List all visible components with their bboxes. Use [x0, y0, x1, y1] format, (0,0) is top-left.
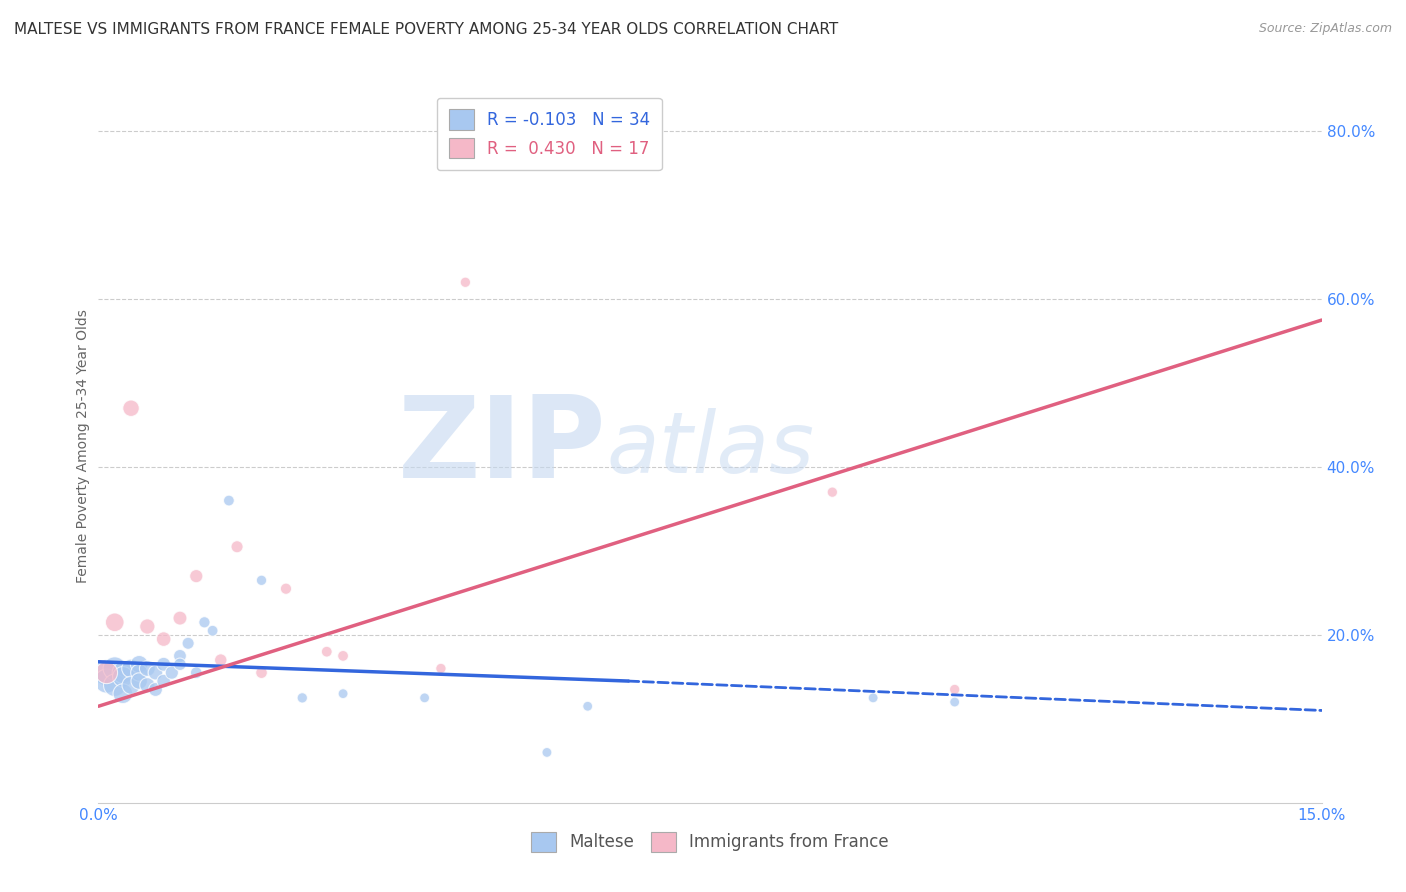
Point: [145, 665, 167, 680]
Point: [218, 493, 240, 508]
Point: [152, 632, 174, 646]
Point: [169, 648, 191, 663]
Point: [111, 687, 134, 701]
Point: [250, 574, 273, 588]
Point: [250, 665, 273, 680]
Text: ZIP: ZIP: [398, 391, 606, 501]
Point: [430, 661, 453, 675]
Point: [576, 699, 599, 714]
Point: [291, 690, 314, 705]
Point: [169, 611, 191, 625]
Point: [96, 674, 118, 689]
Point: [120, 661, 142, 675]
Point: [128, 674, 150, 689]
Point: [160, 665, 183, 680]
Point: [104, 615, 127, 630]
Point: [96, 665, 118, 680]
Point: [862, 690, 884, 705]
Point: [454, 275, 477, 289]
Point: [120, 401, 142, 416]
Point: [274, 582, 297, 596]
Point: [104, 678, 127, 692]
Point: [128, 657, 150, 672]
Point: [96, 665, 118, 680]
Point: [136, 619, 159, 633]
Point: [821, 485, 844, 500]
Point: [120, 678, 142, 692]
Point: [315, 645, 337, 659]
Point: [111, 665, 134, 680]
Point: [152, 674, 174, 689]
Point: [186, 665, 208, 680]
Point: [136, 661, 159, 675]
Text: Source: ZipAtlas.com: Source: ZipAtlas.com: [1258, 22, 1392, 36]
Point: [209, 653, 232, 667]
Point: [186, 569, 208, 583]
Point: [177, 636, 200, 650]
Point: [943, 682, 966, 697]
Point: [413, 690, 436, 705]
Text: atlas: atlas: [606, 408, 814, 491]
Point: [193, 615, 215, 630]
Point: [128, 665, 150, 680]
Legend: Maltese, Immigrants from France: Maltese, Immigrants from France: [524, 825, 896, 859]
Text: MALTESE VS IMMIGRANTS FROM FRANCE FEMALE POVERTY AMONG 25-34 YEAR OLDS CORRELATI: MALTESE VS IMMIGRANTS FROM FRANCE FEMALE…: [14, 22, 838, 37]
Point: [111, 670, 134, 684]
Y-axis label: Female Poverty Among 25-34 Year Olds: Female Poverty Among 25-34 Year Olds: [76, 309, 90, 583]
Point: [136, 678, 159, 692]
Point: [152, 657, 174, 672]
Point: [332, 648, 354, 663]
Point: [145, 682, 167, 697]
Point: [201, 624, 224, 638]
Point: [104, 661, 127, 675]
Point: [536, 746, 558, 760]
Point: [332, 687, 354, 701]
Point: [226, 540, 249, 554]
Point: [169, 657, 191, 672]
Point: [943, 695, 966, 709]
